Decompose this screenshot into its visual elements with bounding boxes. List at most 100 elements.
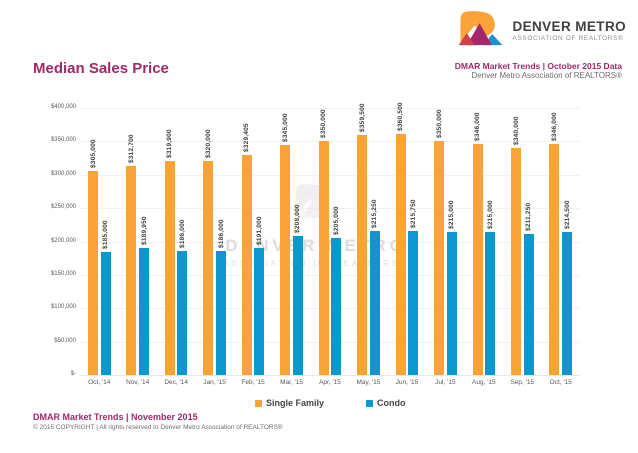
bar-condo (446, 231, 457, 375)
bar-value-label: $312,700 (127, 134, 135, 164)
bar-single-family (395, 134, 406, 375)
x-tick-label: Dec, '14 (164, 379, 188, 386)
x-tick-label: Mar, '15 (280, 379, 303, 386)
bar-value-label: $215,000 (448, 199, 456, 229)
gridline (80, 241, 580, 243)
bar-value-label: $214,500 (563, 200, 571, 229)
watermark-line2: ASSOCIATION OF REALTORS® (223, 259, 409, 268)
y-tick-label: $200,000 (50, 237, 76, 244)
y-tick-label: $50,000 (54, 337, 76, 344)
bar-single-family (241, 155, 252, 375)
bar-condo (523, 234, 534, 375)
bar-value-label: $329,405 (243, 123, 251, 153)
bar-condo (562, 231, 573, 375)
dmar-logo-text: DENVER METRO ASSOCIATION OF REALTORS® (512, 19, 626, 42)
gridline (80, 174, 580, 176)
y-tick-label: $250,000 (50, 204, 76, 211)
bar-value-label: $208,000 (294, 204, 302, 234)
gridline (80, 141, 580, 143)
bar-value-label: $191,000 (255, 215, 263, 245)
bar-value-label: $215,000 (486, 199, 494, 229)
bar-value-label: $215,250 (371, 199, 379, 229)
bar-value-label: $205,000 (332, 206, 340, 236)
bar-value-label: $215,750 (409, 199, 417, 228)
bar-value-label: $186,000 (179, 219, 187, 248)
dmar-logo-icon (459, 11, 503, 46)
bar-condo (138, 248, 149, 375)
x-tick-label: Aug, '15 (472, 379, 496, 386)
x-tick-label: Feb, '15 (241, 379, 265, 386)
bar-value-label: $345,000 (281, 113, 289, 142)
bar-condo (408, 231, 419, 375)
gridline (80, 208, 580, 210)
bar-single-family (87, 171, 98, 375)
bar-condo (331, 238, 342, 375)
bar-value-label: $340,000 (512, 116, 520, 146)
bar-chart: DENVER METRO ASSOCIATION OF REALTORS® $-… (51, 103, 580, 386)
report-edition: DMAR Market Trends | October 2015 Data (454, 61, 622, 71)
dmar-logo: DENVER METRO ASSOCIATION OF REALTORS® (456, 8, 626, 52)
condo-label: Condo (377, 398, 406, 408)
bar-single-family (472, 144, 483, 375)
x-tick-label: Oct, '14 (88, 379, 111, 386)
gridline (80, 308, 580, 310)
bar-condo (215, 250, 226, 375)
bar-single-family (203, 161, 214, 375)
x-tick-label: Apr, '15 (319, 379, 341, 386)
bar-condo (254, 247, 265, 375)
x-tick-label: Nov, '14 (126, 379, 150, 386)
logo-name: DENVER METRO (512, 18, 626, 34)
bar-value-label: $186,000 (217, 219, 225, 248)
y-tick-label: $400,000 (50, 104, 76, 110)
x-tick-label: Jun, '15 (395, 379, 419, 386)
legend-item-single-family: Single Family (255, 398, 324, 408)
bar-condo (369, 231, 380, 375)
bar-single-family (164, 161, 175, 375)
bar-value-label: $319,900 (166, 129, 174, 159)
x-tick-label: May, '15 (356, 379, 381, 386)
bar-value-label: $350,000 (320, 109, 328, 139)
bar-single-family (549, 144, 560, 375)
bar-single-family (357, 135, 368, 375)
x-tick-label: Jan, '15 (203, 379, 226, 386)
bar-value-label: $346,000 (474, 112, 482, 142)
single-family-label: Single Family (266, 398, 325, 408)
condo-swatch (366, 399, 374, 407)
bar-value-label: $185,000 (102, 219, 110, 249)
x-tick-label: Sep, '15 (510, 379, 535, 386)
bar-value-label: $211,250 (525, 202, 533, 231)
header-right: DMAR Market Trends | October 2015 Data D… (455, 61, 622, 81)
chart-legend: Single Family Condo (255, 398, 406, 408)
y-tick-label: $350,000 (50, 137, 76, 144)
x-tick-label: Oct, '15 (549, 379, 572, 386)
bar-single-family (511, 148, 521, 375)
bar-condo (292, 236, 303, 375)
gridline (80, 341, 580, 343)
bar-value-label: $305,000 (89, 139, 97, 169)
bar-single-family (126, 166, 137, 375)
footer-edition: DMAR Market Trends | November 2015 (33, 412, 198, 422)
x-tick-label: Jul, '15 (435, 379, 456, 386)
bar-value-label: $189,950 (140, 216, 148, 246)
bar-condo (485, 231, 496, 375)
page-title: Median Sales Price (33, 60, 169, 77)
bar-value-label: $350,000 (435, 109, 443, 139)
bar-single-family (280, 144, 291, 375)
gridline (80, 375, 580, 376)
y-tick-label: $- (70, 371, 76, 377)
bar-condo (100, 251, 111, 375)
single-family-swatch (255, 399, 262, 407)
bar-single-family (434, 141, 445, 375)
report-org: Denver Metro Association of REALTORS® (471, 71, 622, 80)
bar-condo (177, 250, 188, 375)
y-tick-label: $100,000 (50, 304, 76, 311)
footer-copyright: © 2015 COPYRIGHT | All rights reserved t… (33, 424, 283, 431)
bar-value-label: $360,500 (397, 102, 405, 132)
logo-tagline: ASSOCIATION OF REALTORS® (512, 34, 624, 42)
legend-item-condo: Condo (366, 398, 406, 408)
bar-value-label: $346,000 (551, 112, 559, 142)
bar-value-label: $359,500 (358, 103, 366, 133)
y-tick-label: $300,000 (50, 170, 76, 177)
y-tick-label: $150,000 (50, 270, 76, 277)
